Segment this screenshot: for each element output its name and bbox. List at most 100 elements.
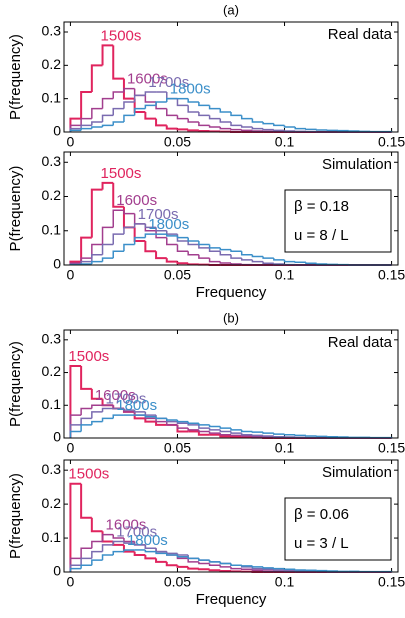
histogram-step	[112, 534, 124, 539]
histogram-step	[176, 553, 189, 556]
histogram-step	[133, 107, 146, 116]
histogram-step	[112, 540, 124, 545]
series-label: 1700s	[138, 206, 179, 223]
histogram-step	[80, 547, 92, 559]
histogram-step	[315, 263, 328, 265]
histogram-step	[166, 551, 178, 555]
x-tick-label: 0.05	[164, 440, 191, 456]
histogram-step	[69, 414, 82, 438]
histogram-step	[230, 249, 242, 253]
histogram-step	[80, 424, 92, 432]
x-tick-label: 0.1	[275, 134, 295, 150]
histogram-step	[101, 544, 114, 552]
histogram-step	[176, 244, 189, 253]
x-axis-label: Frequency	[196, 284, 267, 301]
histogram-step	[251, 118, 264, 123]
histogram-step	[283, 568, 296, 571]
x-tick-label: 0.15	[378, 440, 405, 456]
histogram-step	[187, 129, 199, 132]
histogram-step	[187, 98, 199, 103]
histogram-step	[240, 565, 253, 567]
histogram-step	[262, 256, 274, 259]
x-axis-label: Frequency	[196, 591, 267, 608]
histogram-step	[219, 261, 231, 264]
histogram-step	[80, 257, 92, 264]
histogram-step	[123, 87, 135, 92]
histogram-step	[219, 118, 231, 123]
histogram-step	[208, 125, 221, 128]
histogram-step	[251, 259, 264, 263]
series-label: 1800s	[116, 397, 157, 414]
histogram-step	[91, 126, 103, 129]
histogram-step	[230, 262, 242, 265]
histogram-step	[230, 254, 242, 259]
histogram-step	[123, 114, 135, 122]
histogram-step	[240, 433, 253, 436]
histogram-step	[155, 416, 167, 420]
histogram-step	[80, 263, 92, 265]
histogram-step	[101, 97, 114, 109]
histogram-step	[91, 550, 103, 559]
histogram-step	[91, 540, 103, 549]
y-axis-label: P(frequency)	[7, 473, 24, 559]
y-tick-label: 0	[53, 429, 61, 445]
histogram-step	[219, 565, 231, 568]
x-tick-label: 0.15	[378, 267, 405, 283]
histogram-step	[273, 569, 285, 571]
histogram-step	[166, 421, 178, 426]
histogram-step	[165, 258, 178, 263]
histogram-step	[133, 410, 146, 413]
histogram-step	[155, 551, 167, 555]
histogram-step	[91, 121, 103, 126]
y-axis-label: P(frequency)	[7, 166, 24, 252]
histogram-step	[187, 428, 199, 431]
histogram-step	[198, 558, 210, 561]
series-label: 1500s	[101, 27, 142, 44]
parameter-text: u = 8 / L	[294, 227, 349, 244]
x-tick-label: 0.1	[275, 267, 295, 283]
x-tick-label: 0	[67, 574, 75, 590]
histogram-step	[219, 561, 231, 565]
x-tick-label: 0.15	[378, 134, 405, 150]
histogram-step	[208, 115, 221, 120]
histogram-step	[208, 105, 221, 110]
histogram-step	[187, 241, 199, 246]
histogram-step	[208, 247, 221, 253]
histogram-step	[155, 227, 167, 232]
histogram-step	[240, 125, 253, 128]
histogram-step	[101, 407, 114, 412]
histogram-step	[230, 428, 242, 431]
histogram-step	[208, 560, 221, 563]
histogram-step	[133, 227, 146, 243]
histogram-step	[273, 567, 285, 570]
y-tick-label: 0.3	[42, 331, 62, 347]
histogram-step	[198, 102, 210, 107]
histogram-step	[122, 78, 135, 100]
histogram-step	[273, 258, 285, 261]
histogram-step	[273, 433, 285, 435]
histogram-step	[208, 569, 221, 572]
histogram-step	[155, 558, 167, 563]
histogram-step	[305, 128, 317, 131]
histogram-step	[251, 565, 264, 568]
histogram-step	[230, 566, 242, 570]
histogram-step	[80, 417, 92, 425]
histogram-step	[144, 104, 157, 109]
histogram-step	[240, 258, 253, 261]
histogram-step	[144, 241, 157, 253]
histogram-step	[198, 254, 210, 259]
histogram-step	[305, 435, 317, 437]
histogram-step	[166, 234, 178, 237]
histogram-step	[144, 544, 157, 549]
histogram-step	[305, 262, 317, 265]
histogram-step	[240, 568, 253, 571]
histogram-step	[80, 117, 92, 126]
series-label: 1600s	[116, 192, 157, 209]
histogram-step	[101, 114, 114, 122]
y-tick-label: 0.1	[42, 396, 62, 412]
histogram-step	[230, 563, 242, 566]
histogram-step	[283, 125, 296, 128]
y-tick-label: 0.3	[42, 153, 62, 169]
histogram-step	[112, 550, 124, 556]
